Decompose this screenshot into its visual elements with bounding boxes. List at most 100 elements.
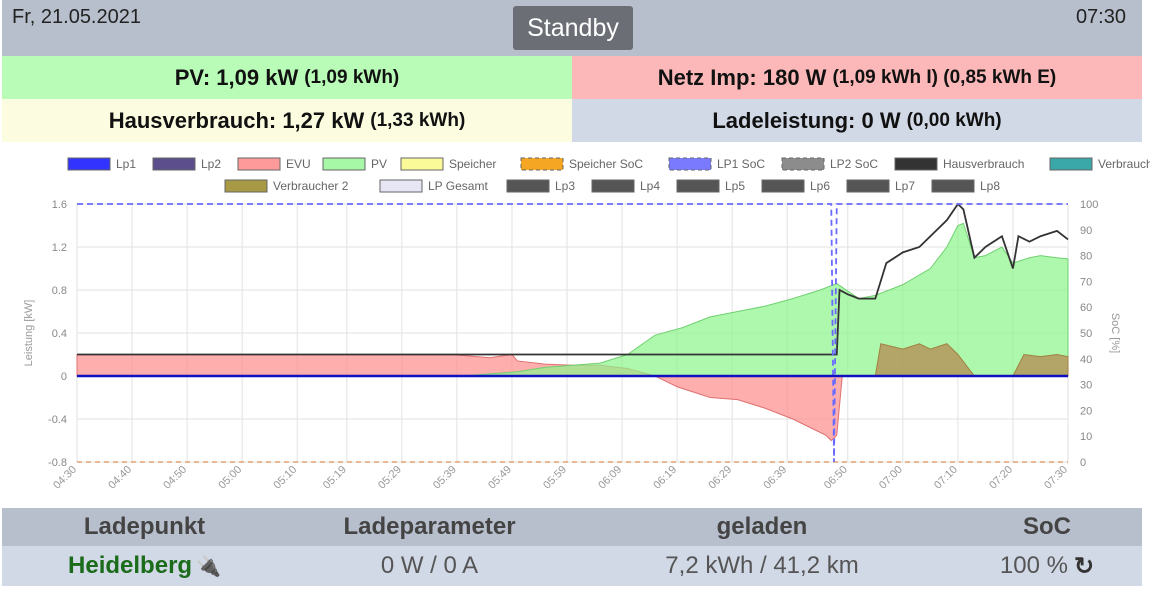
geladen-cell: 7,2 kWh / 41,2 km <box>665 552 859 579</box>
series-pv <box>77 222 1069 377</box>
legend-label-0: Lp1 <box>116 157 136 171</box>
netz-label: Netz Imp: 180 W <box>657 64 827 90</box>
legend2-swatch-3 <box>591 179 635 193</box>
header-bar: Fr, 21.05.2021 Standby 07:30 <box>2 0 1142 56</box>
legend-label-5: Speicher SoC <box>569 157 643 171</box>
series-hausverbrauch <box>77 202 1069 356</box>
legend2-swatch-6 <box>846 179 890 193</box>
y2-tick-3: 70 <box>1080 276 1092 288</box>
y-tick-2: 0.8 <box>52 285 67 297</box>
x-tick-1: 04:40 <box>106 464 134 492</box>
ladeleistung-label: Ladeleistung: 0 W <box>712 107 901 133</box>
legend-swatch-2 <box>237 157 281 171</box>
legend-label-6: LP1 SoC <box>717 157 765 171</box>
y2-tick-6: 40 <box>1080 354 1092 366</box>
date-label: Fr, 21.05.2021 <box>12 6 141 28</box>
x-tick-9: 05:59 <box>541 464 569 492</box>
plug-icon: 🔌 <box>196 555 221 578</box>
x-tick-16: 07:10 <box>932 464 960 492</box>
y-axis-label: Leistung [kW] <box>23 300 35 367</box>
y2-tick-9: 10 <box>1080 431 1092 443</box>
x-tick-10: 06:09 <box>596 464 624 492</box>
power-chart[interactable]: Lp1 Lp2 EVU PV Speicher Speicher SoC LP1 SoC LP… <box>0 148 1150 504</box>
legend-swatch-3 <box>322 157 366 171</box>
y2-tick-0: 100 <box>1080 199 1098 211</box>
legend-label-7: LP2 SoC <box>830 157 878 171</box>
y-tick-3: 0.4 <box>52 328 67 340</box>
legend-swatch-5 <box>520 157 564 171</box>
legend2-swatch-7 <box>931 179 975 193</box>
x-tick-17: 07:20 <box>987 464 1015 492</box>
table-header: Ladepunkt Ladeparameter geladen SoC <box>2 508 1142 546</box>
x-tick-14: 06:50 <box>822 464 850 492</box>
series-lp1-soc <box>77 203 1068 463</box>
legend-swatch-9 <box>1049 157 1093 171</box>
y2-tick-1: 90 <box>1080 225 1092 237</box>
time-label: 07:30 <box>1075 6 1126 28</box>
pv-label: PV: 1,09 kW <box>174 64 299 90</box>
legend-swatch-7 <box>781 157 825 171</box>
x-tick-4: 05:10 <box>271 464 299 492</box>
legend2-label-4: Lp5 <box>725 179 745 193</box>
header-ladepunkt: Ladepunkt <box>83 513 206 540</box>
x-tick-5: 05:19 <box>321 464 349 492</box>
y-tick-4: 0 <box>61 371 67 383</box>
pv-sub: (1,09 kWh) <box>304 66 400 88</box>
legend-label-1: Lp2 <box>201 157 221 171</box>
legend-swatch-6 <box>668 157 712 171</box>
pv-tile: PV: 1,09 kW (1,09 kWh) <box>2 56 572 99</box>
refresh-icon[interactable]: ↻ <box>1073 552 1095 580</box>
legend2-swatch-4 <box>676 179 720 193</box>
y2-tick-4: 60 <box>1080 302 1092 314</box>
y2-tick-5: 50 <box>1080 328 1092 340</box>
x-tick-18: 07:30 <box>1042 464 1070 492</box>
legend-swatch-1 <box>152 157 196 171</box>
legend-label-9: Verbraucher 1 <box>1098 157 1150 171</box>
ladepunkt-name[interactable]: Heidelberg <box>68 552 193 579</box>
y2-axis-label: SoC [%] <box>1109 313 1121 353</box>
ladeleistung-sub: (0,00 kWh) <box>906 109 1002 131</box>
x-tick-13: 06:39 <box>761 464 789 492</box>
legend-label-4: Speicher <box>449 157 496 171</box>
legend-label-2: EVU <box>286 157 311 171</box>
soc-value: 100 % <box>999 552 1068 579</box>
y2-tick-2: 80 <box>1080 251 1092 263</box>
legend-label-3: PV <box>371 157 387 171</box>
y-tick-5: -0.4 <box>48 414 67 426</box>
legend2-label-7: Lp8 <box>980 179 1000 193</box>
x-tick-2: 04:50 <box>161 464 189 492</box>
legend-swatch-4 <box>400 157 444 171</box>
x-tick-7: 05:39 <box>431 464 459 492</box>
x-tick-6: 05:29 <box>376 464 404 492</box>
netz-sub: (1,09 kWh I) (0,85 kWh E) <box>832 66 1057 88</box>
ladepunkt-cell[interactable]: Heidelberg 🔌 <box>2 546 287 586</box>
y2-tick-10: 0 <box>1080 457 1086 469</box>
hausverbrauch-label: Hausverbrauch: 1,27 kW <box>108 107 365 133</box>
legend-swatch-8 <box>894 157 938 171</box>
x-tick-11: 06:19 <box>651 464 679 492</box>
legend-swatch-0 <box>67 157 111 171</box>
header-geladen: geladen <box>716 513 808 540</box>
y2-tick-8: 20 <box>1080 405 1092 417</box>
status-badge: Standby <box>513 6 633 50</box>
legend2-swatch-5 <box>761 179 805 193</box>
legend2-swatch-2 <box>506 179 550 193</box>
legend2-swatch-0 <box>224 179 268 193</box>
legend2-label-2: Lp3 <box>555 179 575 193</box>
legend2-label-5: Lp6 <box>810 179 830 193</box>
legend2-label-1: LP Gesamt <box>428 179 488 193</box>
hausverbrauch-sub: (1,33 kWh) <box>370 109 466 131</box>
legend2-label-6: Lp7 <box>895 179 915 193</box>
x-tick-3: 05:00 <box>216 464 244 492</box>
ladeparameter-cell: 0 W / 0 A <box>380 552 479 579</box>
legend2-label-3: Lp4 <box>640 179 660 193</box>
x-tick-12: 06:29 <box>706 464 734 492</box>
hausverbrauch-tile: Hausverbrauch: 1,27 kW (1,33 kWh) <box>2 99 572 142</box>
legend2-label-0: Verbraucher 2 <box>273 179 349 193</box>
y-tick-1: 1.2 <box>52 242 67 254</box>
y-tick-0: 1.6 <box>52 199 67 211</box>
x-tick-15: 07:00 <box>877 464 905 492</box>
x-tick-8: 05:49 <box>486 464 514 492</box>
netz-tile: Netz Imp: 180 W (1,09 kWh I) (0,85 kWh E… <box>572 56 1142 99</box>
header-ladeparameter: Ladeparameter <box>343 513 516 540</box>
